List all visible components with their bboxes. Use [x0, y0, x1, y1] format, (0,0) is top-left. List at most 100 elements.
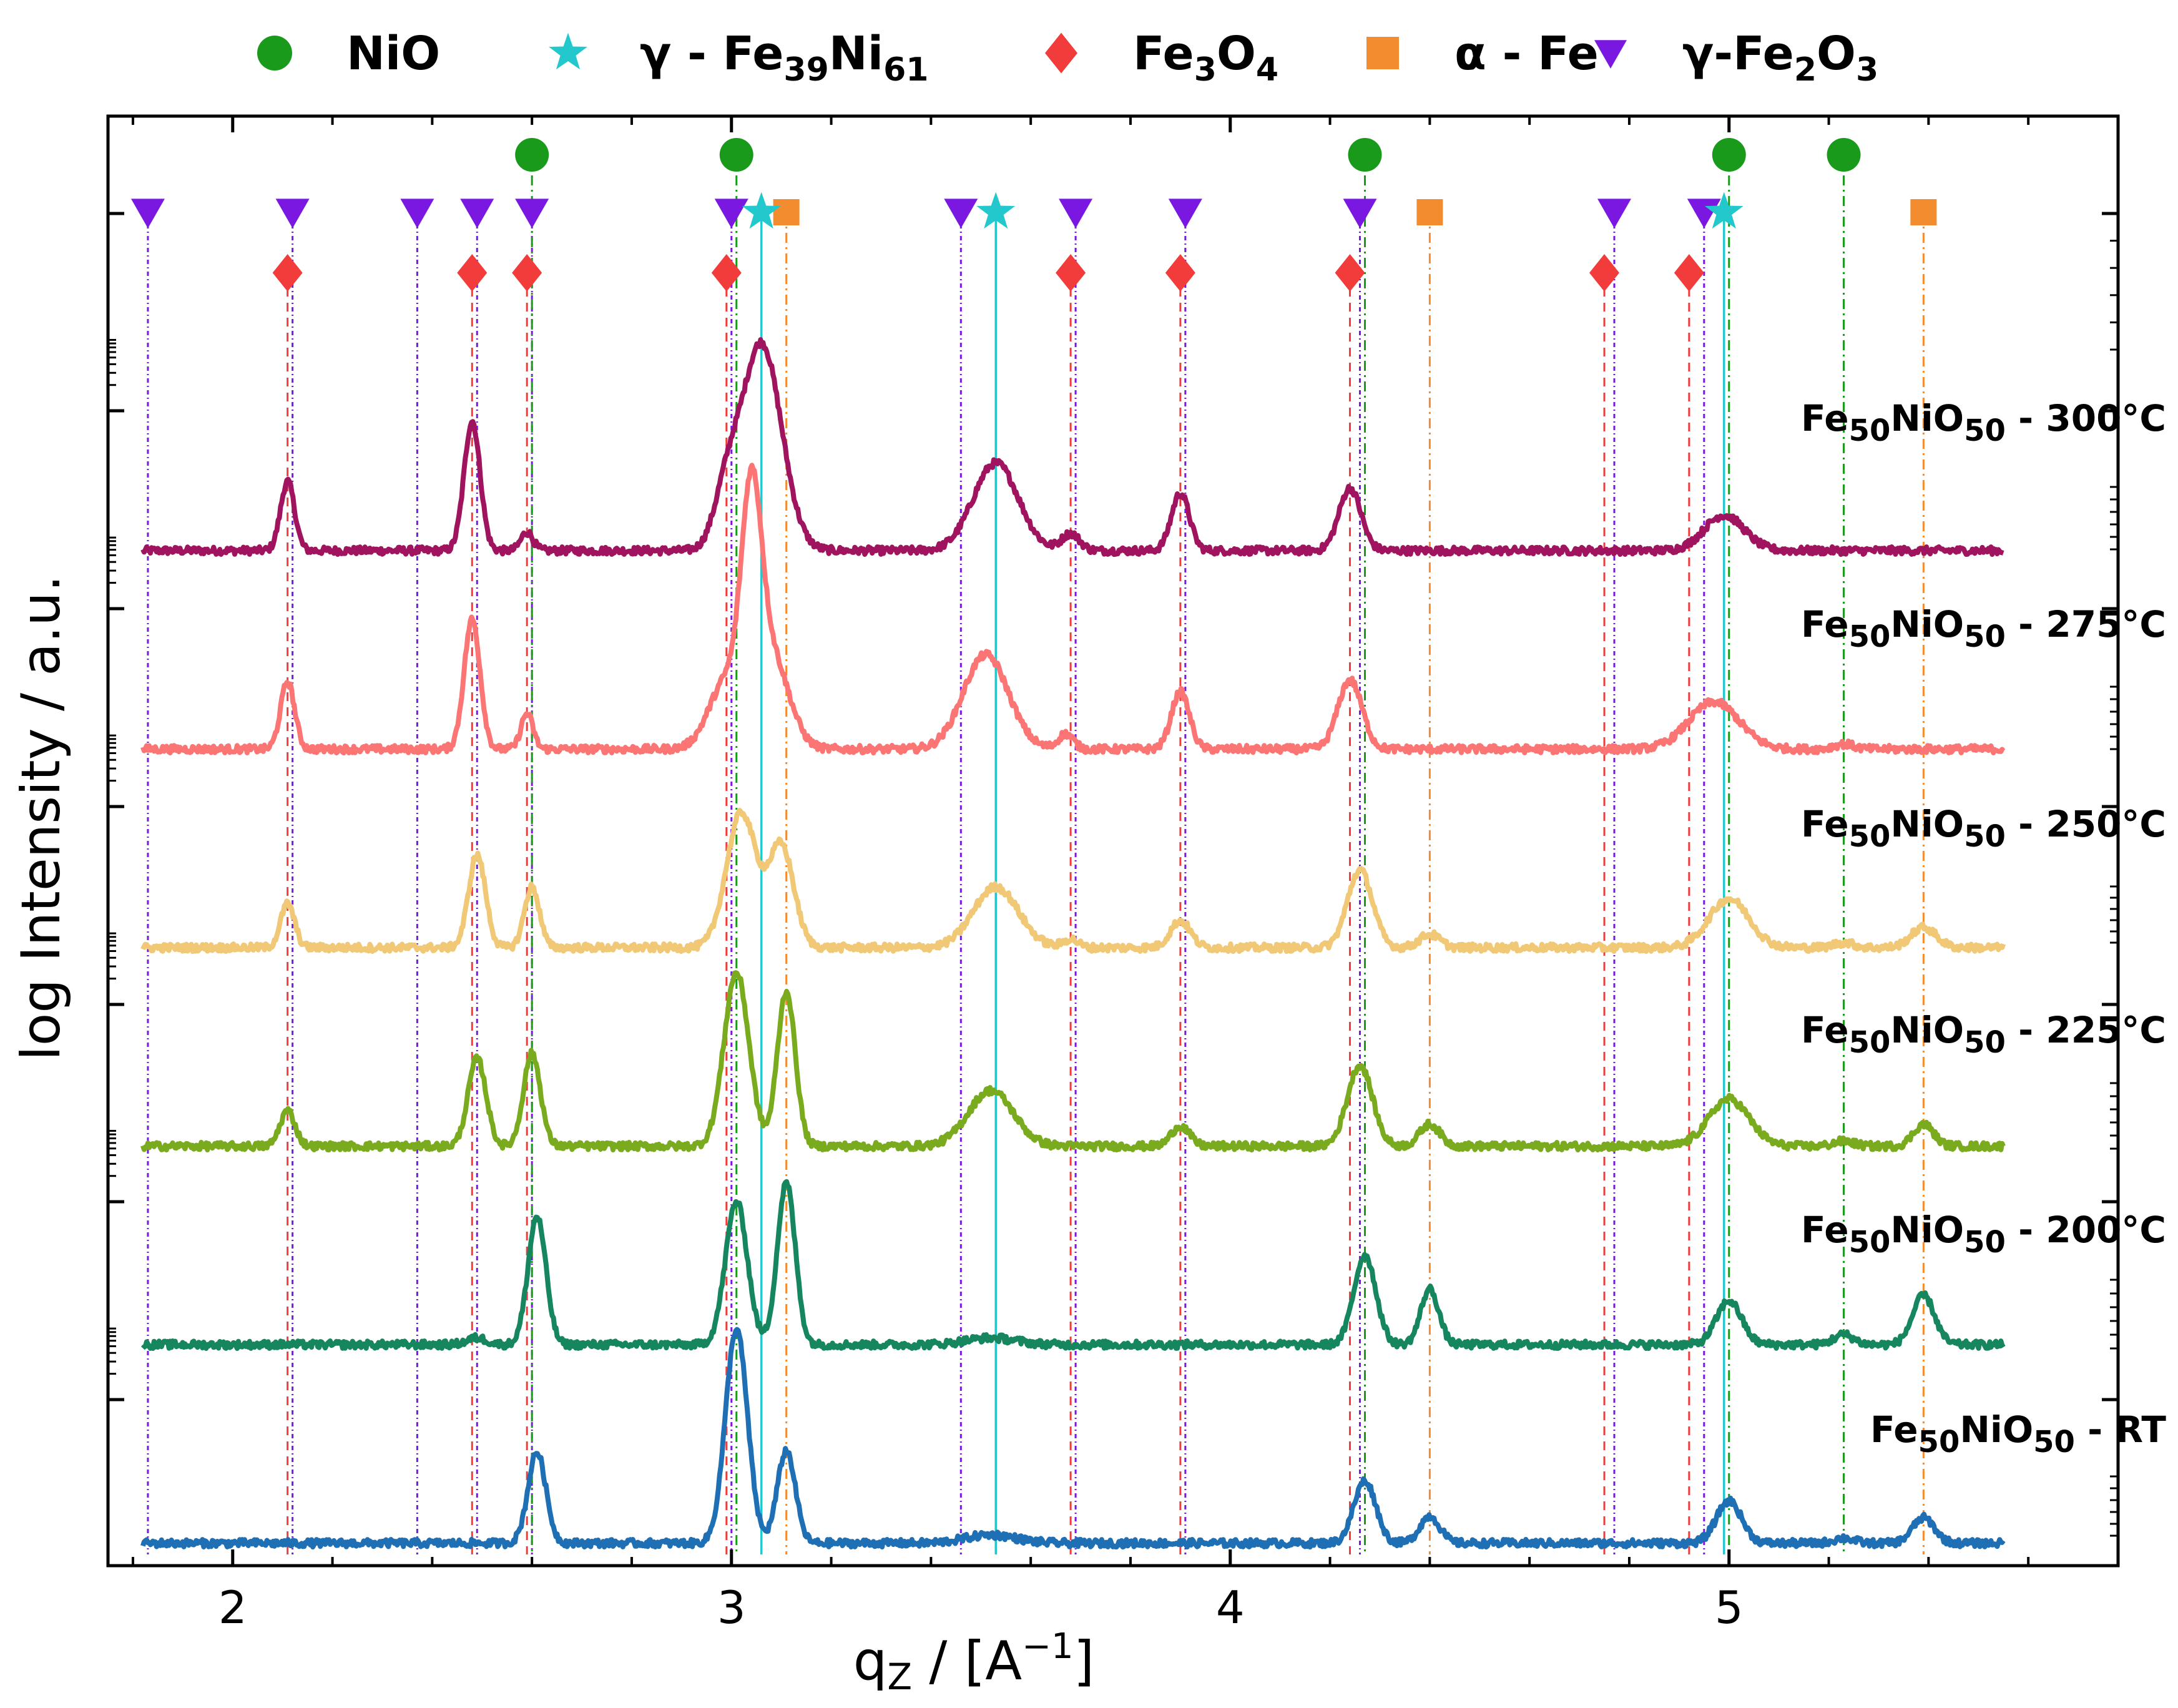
sample-label-part: Fe: [1801, 803, 1849, 845]
legend-marker-fenI: [549, 32, 587, 70]
series-line-1: [140, 463, 2006, 756]
axes: 2 3 4 5: [108, 116, 2120, 1634]
sample-label-part: - 300°C: [2006, 397, 2166, 439]
sample-label-subscript: 50: [1964, 1025, 2006, 1060]
ref-marker-nio: [1827, 138, 1861, 172]
sample-label-subscript: 50: [1964, 819, 2006, 854]
sample-label-subscript: 50: [1849, 413, 1891, 448]
plot-frame: [106, 114, 2120, 1568]
sample-label-part: - 250°C: [2006, 803, 2166, 845]
series-line-3: [140, 970, 2006, 1153]
ref-marker-alfe: [1416, 199, 1443, 225]
reference-lines: [147, 155, 1925, 1554]
legend-marker-gfe2o3: [1594, 40, 1627, 69]
legend-label-fe3o4: Fe3O4: [1133, 27, 1278, 89]
x-tick-label: 2: [218, 1581, 247, 1634]
ref-marker-fe3o4: [272, 254, 303, 292]
sample-label-part: Fe: [1870, 1408, 1918, 1451]
series-line-0: [140, 337, 2005, 557]
ref-marker-gfe2o3: [944, 199, 978, 228]
series-line-2: [140, 808, 2006, 955]
series-line-5: [140, 1327, 2006, 1550]
sample-label-subscript: 50: [1849, 819, 1891, 854]
sample-label: Fe50NiO50 - 225°C: [1801, 1009, 2166, 1060]
x-tick-label: 4: [1216, 1581, 1245, 1634]
sample-label: Fe50NiO50 - 250°C: [1801, 803, 2166, 854]
legend-label-part: Fe: [1133, 27, 1194, 81]
legend-label-part: γ-Fe: [1682, 27, 1794, 81]
ref-marker-fe3o4: [711, 254, 742, 292]
ref-marker-gfe2o3: [1168, 199, 1202, 228]
sample-label-part: NiO: [1890, 397, 1964, 439]
ref-marker-gfe2o3: [515, 199, 549, 228]
ref-marker-nio: [515, 138, 549, 172]
ref-marker-fenI: [742, 192, 781, 229]
legend-marker-nio: [257, 36, 292, 71]
legend-label-part: γ - Fe: [640, 27, 783, 81]
sample-label-part: NiO: [1890, 803, 1964, 845]
sample-label-part: NiO: [1960, 1408, 2033, 1451]
sample-label-subscript: 50: [1964, 413, 2006, 448]
x-axis-title-subscript: Z: [887, 1656, 912, 1698]
sample-label-subscript: 50: [1964, 1225, 2006, 1260]
reference-markers: [130, 138, 1937, 292]
sample-label-part: Fe: [1801, 1009, 1849, 1051]
ref-marker-fe3o4: [457, 254, 488, 292]
legend-label-subscript: 39: [783, 51, 828, 89]
legend-label-part: Ni: [829, 27, 883, 81]
legend-label-gfe2o3: γ-Fe2O3: [1682, 27, 1878, 89]
sample-label-subscript: 50: [1849, 1225, 1891, 1260]
legend-label-part: O: [1817, 27, 1856, 81]
sample-label-part: - 225°C: [2006, 1009, 2166, 1051]
sample-label: Fe50NiO50 - RT: [1870, 1408, 2166, 1460]
ref-marker-nio: [1712, 138, 1746, 172]
sample-label-part: NiO: [1890, 1009, 1964, 1051]
sample-label-subscript: 50: [1964, 619, 2006, 654]
legend-marker-fe3o4: [1045, 32, 1077, 74]
sample-label-subscript: 50: [2033, 1425, 2075, 1460]
legend-label-subscript: 4: [1256, 51, 1278, 89]
sample-label-part: Fe: [1801, 1209, 1849, 1251]
legend: NiO γ - Fe39Ni61 Fe3O4 α - Fe γ-Fe2O3: [257, 27, 1878, 89]
ref-marker-fe3o4: [1589, 254, 1620, 292]
x-tick-label: 5: [1715, 1581, 1744, 1634]
ref-marker-nio: [719, 138, 753, 172]
x-axis-title-close: ]: [1074, 1630, 1095, 1692]
ref-marker-gfe2o3: [275, 199, 310, 228]
sample-label-subscript: 50: [1918, 1425, 1960, 1460]
ref-marker-fe3o4: [512, 254, 542, 292]
sample-label-part: - 200°C: [2006, 1209, 2166, 1251]
legend-label-alfe: α - Fe: [1454, 27, 1599, 81]
legend-label-subscript: 3: [1194, 51, 1217, 89]
ref-marker-nio: [1348, 138, 1382, 172]
sample-label-subscript: 50: [1849, 1025, 1891, 1060]
legend-marker-alfe: [1366, 37, 1399, 69]
sample-label: Fe50NiO50 - 200°C: [1801, 1209, 2166, 1260]
ref-marker-gfe2o3: [714, 199, 748, 228]
sample-label-subscript: 50: [1849, 619, 1891, 654]
legend-label-subscript: 3: [1856, 51, 1878, 89]
legend-label-nio: NiO: [346, 27, 440, 81]
sample-label-part: Fe: [1801, 603, 1849, 645]
x-axis-title-superscript: −1: [1022, 1626, 1074, 1667]
sample-label-part: NiO: [1890, 603, 1964, 645]
sample-label: Fe50NiO50 - 275°C: [1801, 603, 2166, 654]
ref-marker-gfe2o3: [400, 199, 434, 228]
ref-marker-gfe2o3: [460, 199, 494, 228]
ref-marker-alfe: [773, 199, 800, 225]
sample-label: Fe50NiO50 - 300°C: [1801, 397, 2166, 448]
x-axis-title-rest: / [A: [912, 1630, 1022, 1692]
ref-marker-fe3o4: [1165, 254, 1195, 292]
ref-marker-gfe2o3: [1059, 199, 1093, 228]
ref-marker-gfe2o3: [1597, 199, 1632, 228]
y-axis-title: log Intensity / a.u.: [10, 575, 72, 1061]
sample-label-part: Fe: [1801, 397, 1849, 439]
legend-label-subscript: 61: [883, 51, 928, 89]
legend-label-part: O: [1217, 27, 1256, 81]
legend-label-subscript: 2: [1794, 51, 1817, 89]
x-axis-title-base: q: [853, 1630, 888, 1692]
series-line-4: [140, 1179, 2006, 1351]
